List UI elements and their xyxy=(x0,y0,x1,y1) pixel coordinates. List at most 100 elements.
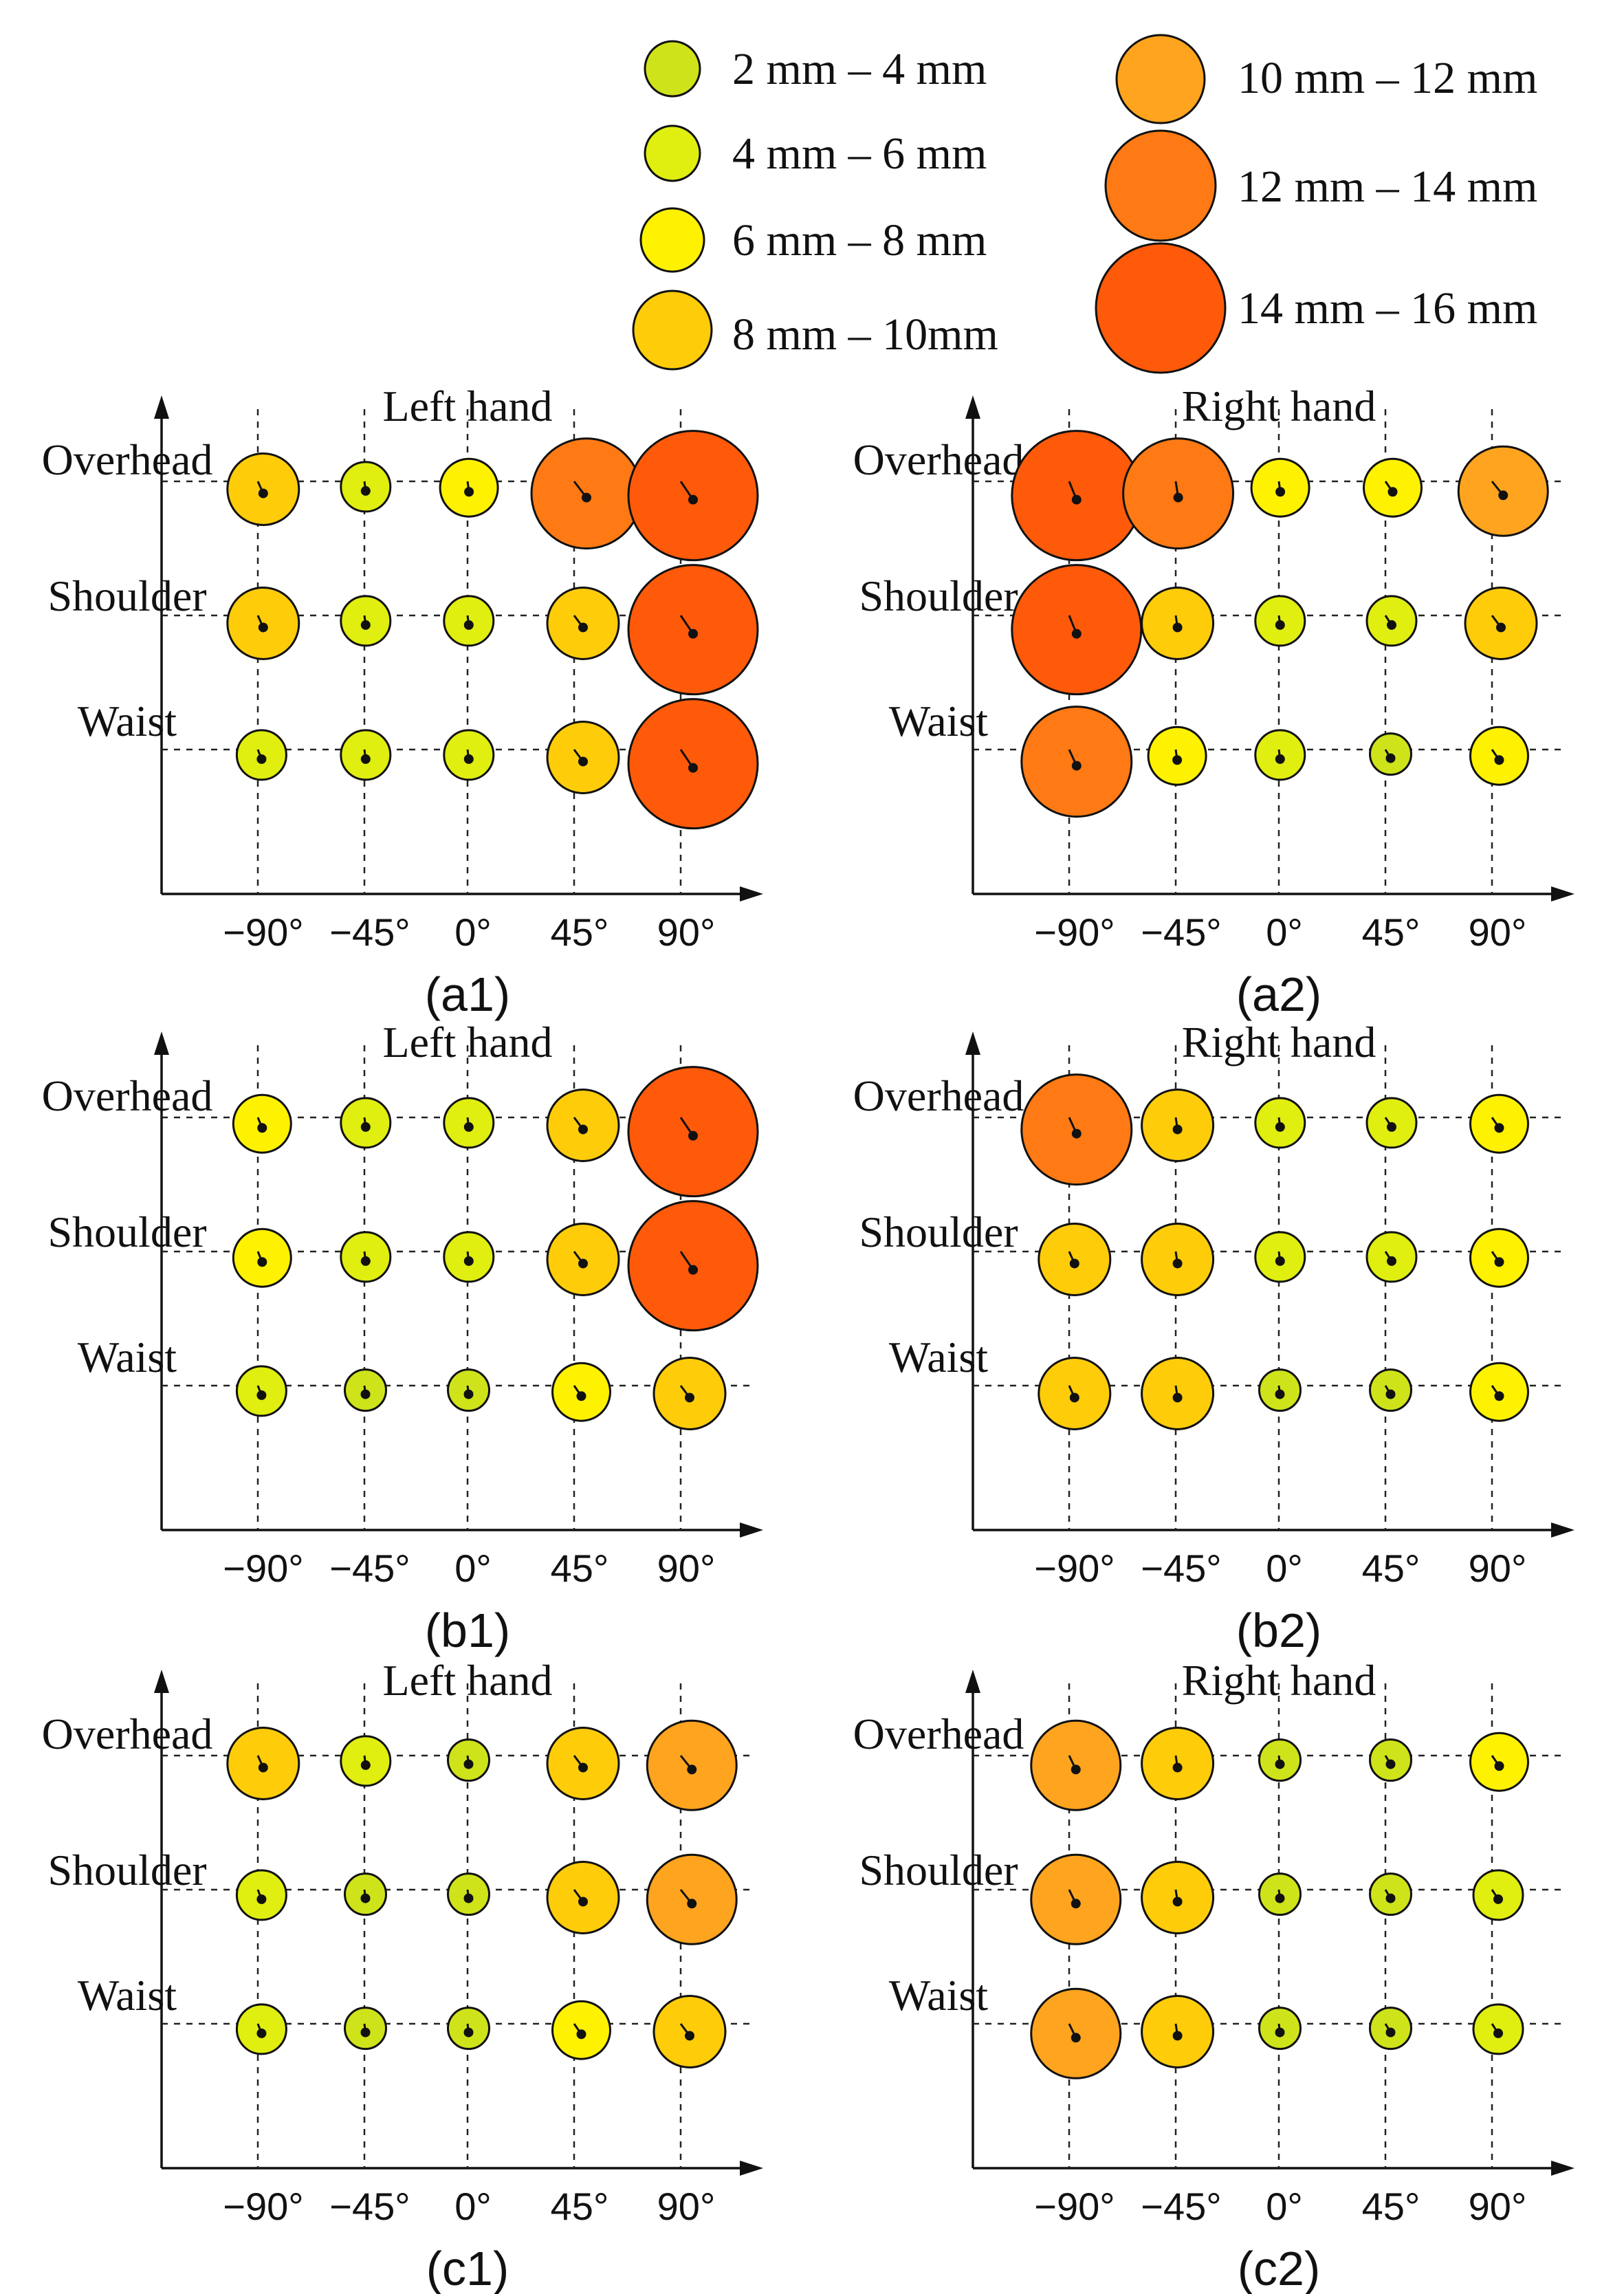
tick-label: −45° xyxy=(329,910,410,954)
bubble-center-dot xyxy=(685,1392,694,1403)
bubble-center-dot xyxy=(1275,1759,1285,1769)
x-axis-arrow xyxy=(1551,1522,1574,1538)
tick-label: 0° xyxy=(1266,910,1303,954)
bubble-center-dot xyxy=(1071,2033,1081,2043)
panel-title: Left hand xyxy=(383,382,553,430)
tick-label: 45° xyxy=(1362,2185,1420,2228)
row-label: Shoulder xyxy=(47,1846,206,1894)
bubble-center-dot xyxy=(1275,1256,1285,1266)
legend-swatch xyxy=(632,290,713,371)
bubble-center-dot xyxy=(258,622,268,633)
bubble-center-dot xyxy=(1172,1258,1183,1269)
bubble-center-dot xyxy=(576,2029,586,2040)
bubble-center-dot xyxy=(360,1256,371,1266)
bubble-center-dot xyxy=(258,1762,268,1773)
bubble-center-dot xyxy=(1387,1256,1396,1266)
tick-label: 45° xyxy=(551,1547,609,1590)
row-label: Overhead xyxy=(42,1071,213,1120)
panel-title: Right hand xyxy=(1182,1656,1376,1705)
bubble-center-dot xyxy=(360,754,371,764)
panel-a1: Left hand Overhead Shoulder Waist −90° −45° 0°… xyxy=(42,382,763,1021)
bubble-center-dot xyxy=(360,1760,371,1770)
bubble-center-dot xyxy=(1172,1124,1183,1135)
bubble-center-dot xyxy=(1493,2028,1503,2038)
panel-caption: (a1) xyxy=(425,968,510,1021)
row-label: Waist xyxy=(889,1971,988,2020)
bubble-center-dot xyxy=(1494,1123,1504,1133)
bubble-center-dot xyxy=(1069,1392,1079,1403)
tick-label: 90° xyxy=(1469,910,1527,954)
bubble-center-dot xyxy=(256,1390,267,1400)
row-label: Shoulder xyxy=(859,1208,1018,1256)
bubble-center-dot xyxy=(464,487,474,497)
x-axis-arrow xyxy=(740,886,763,902)
tick-label: −45° xyxy=(329,1547,410,1590)
legend-swatch xyxy=(639,207,705,273)
bubble-center-dot xyxy=(688,1265,698,1275)
bubble-center-dot xyxy=(360,485,371,496)
bubble-center-dot xyxy=(1071,494,1082,505)
y-axis-arrow xyxy=(154,395,169,419)
legend-label: 12 mm – 14 mm xyxy=(1238,162,1537,212)
tick-label: 0° xyxy=(1266,1547,1303,1590)
tick-label: 90° xyxy=(657,910,716,954)
bubble-center-dot xyxy=(463,1759,474,1769)
row-label: Shoulder xyxy=(47,1208,206,1256)
bubble-center-dot xyxy=(578,1258,588,1269)
row-label: Overhead xyxy=(853,435,1024,484)
row-label: Waist xyxy=(889,1333,988,1381)
tick-label: 90° xyxy=(657,1547,716,1590)
legend-swatch xyxy=(1115,34,1206,124)
bubble-center-dot xyxy=(1498,490,1508,501)
legend-swatch xyxy=(644,124,701,182)
panel-caption: (a2) xyxy=(1236,968,1321,1021)
bubble-center-dot xyxy=(1173,492,1183,503)
bubble-center-dot xyxy=(1387,620,1396,630)
bubble-center-dot xyxy=(256,2028,267,2038)
bubble-center-dot xyxy=(1071,761,1082,771)
bubble-center-dot xyxy=(360,1389,371,1399)
bubble-center-dot xyxy=(360,620,371,630)
bubble-center-dot xyxy=(685,2031,694,2041)
bubble-center-dot xyxy=(1387,487,1398,497)
x-axis-arrow xyxy=(740,1522,763,1538)
bubble-center-dot xyxy=(1494,1257,1504,1267)
tick-label: 45° xyxy=(1362,1547,1420,1590)
bubble-center-dot xyxy=(256,754,267,764)
bubble-center-dot xyxy=(463,754,474,764)
tick-label: −90° xyxy=(1034,1547,1115,1590)
tick-label: 45° xyxy=(1362,910,1420,954)
bubble-center-dot xyxy=(1172,1897,1183,1907)
bubble-center-dot xyxy=(1275,1122,1285,1132)
y-axis-arrow xyxy=(154,1031,169,1055)
row-label: Overhead xyxy=(42,1709,213,1758)
bubble-center-dot xyxy=(1387,1122,1396,1132)
bubble-center-dot xyxy=(463,2027,474,2038)
panel-title: Right hand xyxy=(1182,382,1376,430)
panel-c2: Right hand Overhead Shoulder Waist −90° −45° 0… xyxy=(853,1656,1574,2294)
tick-label: 0° xyxy=(1266,2185,1303,2228)
bubble-center-dot xyxy=(1493,1894,1503,1904)
row-label: Overhead xyxy=(42,435,213,484)
bubble-center-dot xyxy=(1275,1893,1285,1903)
bubble-center-dot xyxy=(1275,620,1285,630)
bubble-center-dot xyxy=(360,2027,371,2038)
panel-title: Left hand xyxy=(383,1018,553,1067)
tick-label: −90° xyxy=(223,2185,303,2228)
bubble-center-dot xyxy=(1071,1899,1081,1909)
row-label: Waist xyxy=(78,697,177,745)
bubble-center-dot xyxy=(688,629,698,639)
legend-label: 8 mm – 10mm xyxy=(732,309,998,360)
bubble-center-dot xyxy=(360,1122,371,1132)
panel-a2: Right hand Overhead Shoulder Waist −90° −45° 0… xyxy=(853,382,1574,1021)
legend-label: 6 mm – 8 mm xyxy=(732,215,987,265)
bubble-center-dot xyxy=(463,1256,474,1266)
bubble-center-dot xyxy=(578,622,588,633)
bubble-center-dot xyxy=(256,1894,267,1904)
bubble-center-dot xyxy=(1496,622,1506,633)
bubble-center-dot xyxy=(688,763,698,773)
panel-c1: Left hand Overhead Shoulder Waist −90° −45° 0°… xyxy=(42,1656,763,2294)
legend-swatch xyxy=(1104,129,1217,242)
panel-title: Left hand xyxy=(383,1656,553,1705)
